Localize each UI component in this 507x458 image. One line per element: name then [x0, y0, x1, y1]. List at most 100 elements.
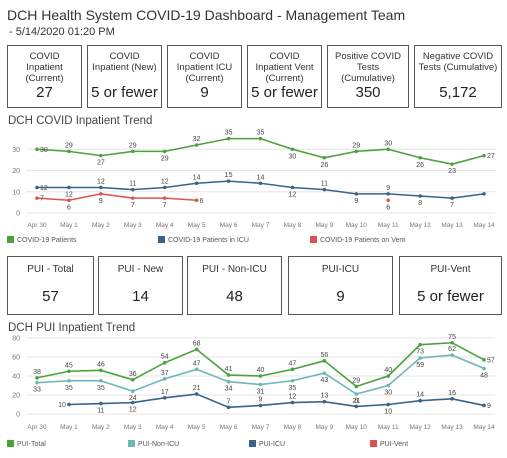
- data-label-covid-19-patients-in-icu: 12: [97, 179, 105, 186]
- kpi-card-pui-vent[interactable]: PUI-Vent 5 or fewer: [399, 256, 502, 315]
- data-point-covid-19-patients-on-vent: [99, 192, 103, 196]
- data-label-pui-total: 54: [161, 354, 169, 361]
- y-tick-label: 20: [12, 168, 20, 175]
- legend-item-pui-total[interactable]: PUI-Total: [7, 440, 46, 448]
- kpi-card-pui-icu[interactable]: PUI-ICU 9: [288, 256, 393, 315]
- data-label-pui-non-icu: 48: [480, 372, 488, 379]
- legend-label: PUI-Non-ICU: [138, 441, 180, 448]
- data-label-covid-19-patients: 35: [257, 130, 265, 137]
- x-tick-label: May 2: [92, 222, 110, 229]
- data-point-pui-icu: [482, 403, 486, 408]
- data-point-pui-non-icu: [386, 383, 391, 388]
- data-label-pui-non-icu: 24: [129, 395, 137, 402]
- legend-label: PUI-Vent: [380, 441, 409, 448]
- kpi-card-pui-non-icu[interactable]: PUI - Non-ICU 48: [187, 256, 282, 315]
- kpi-card-inpatient-icu[interactable]: COVID Inpatient ICU (Current) 9: [167, 45, 242, 108]
- kpi-card-inpatient-vent[interactable]: COVID Inpatient Vent (Current) 5 or fewe…: [247, 45, 322, 108]
- legend-item-pui-icu[interactable]: PUI-ICU: [249, 440, 285, 448]
- x-tick-label: May 4: [156, 424, 174, 431]
- data-point-pui-icu: [226, 405, 231, 410]
- data-point-covid-19-patients: [322, 155, 327, 160]
- data-point-pui-total: [386, 374, 391, 378]
- legend-label: PUI-Total: [17, 441, 46, 448]
- kpi-card-pui-new[interactable]: PUI - New 14: [98, 256, 183, 315]
- data-label-pui-non-icu: 35: [289, 385, 297, 392]
- data-label-pui-total: 46: [97, 361, 105, 368]
- kpi-card-inpatient-current[interactable]: COVID Inpatient (Current) 27: [7, 45, 82, 108]
- data-label-pui-icu: 10: [384, 409, 392, 416]
- kpi-card-pui-total[interactable]: PUI - Total 57: [7, 256, 94, 315]
- data-point-pui-non-icu: [162, 377, 167, 381]
- legend-label: COVID-19 Patients in ICU: [168, 237, 249, 244]
- data-label-pui-icu: 8: [354, 397, 358, 404]
- y-tick-label: 10: [12, 189, 20, 196]
- data-point-covid-19-patients: [130, 149, 135, 154]
- data-label-pui-icu: 11: [97, 408, 104, 415]
- data-point-covid-19-patients: [194, 143, 199, 147]
- data-point-pui-non-icu: [99, 378, 103, 383]
- data-point-covid-19-patients: [450, 162, 454, 166]
- data-point-pui-icu: [130, 400, 135, 405]
- inpatient-trend-title: DCH COVID Inpatient Trend: [8, 115, 153, 127]
- data-point-pui-non-icu: [418, 356, 422, 360]
- data-point-pui-icu: [354, 404, 359, 409]
- legend-label: COVID-19 Patients: [17, 237, 77, 244]
- data-point-covid-19-patients: [35, 147, 39, 152]
- x-tick-label: May 8: [284, 424, 302, 431]
- data-point-pui-icu: [418, 398, 422, 403]
- x-tick-label: May 14: [473, 222, 495, 229]
- kpi-label: PUI-ICU: [321, 264, 360, 275]
- data-label-pui-icu: 12: [289, 394, 297, 401]
- kpi-card-negative-tests[interactable]: Negative COVID Tests (Cumulative) 5,172: [414, 45, 502, 108]
- legend-item-pui-vent[interactable]: PUI-Vent: [370, 440, 408, 448]
- kpi-value: 5 or fewer: [91, 84, 158, 101]
- x-tick-label: May 6: [220, 222, 238, 229]
- data-label-pui-icu: 9: [487, 403, 491, 410]
- data-point-pui-non-icu: [450, 353, 454, 357]
- data-label-covid-19-patients-on-vent: 6: [67, 204, 71, 211]
- y-tick-label: 30: [12, 147, 20, 154]
- data-label-covid-19-patients-in-icu: 12: [65, 192, 73, 199]
- data-label-covid-19-patients-on-vent: 6: [386, 204, 390, 211]
- data-point-pui-non-icu: [130, 389, 135, 393]
- kpi-card-inpatient-new[interactable]: COVID Inpatient (New) 5 or fewer: [87, 45, 162, 108]
- kpi-value: 27: [36, 84, 53, 101]
- data-label-pui-total: 75: [448, 334, 456, 341]
- data-point-pui-total: [194, 347, 199, 352]
- data-label-covid-19-patients: 27: [487, 153, 495, 160]
- data-point-pui-total: [130, 378, 135, 382]
- data-label-covid-19-patients-in-icu: 11: [321, 181, 328, 188]
- series-line-covid-19-patients-on-vent: [36, 193, 197, 202]
- legend-item-covid-19-patients[interactable]: COVID-19 Patients: [7, 236, 77, 244]
- x-tick-label: May 1: [60, 222, 78, 229]
- data-label-pui-total: 40: [384, 367, 392, 374]
- data-label-covid-19-patients: 30: [289, 153, 297, 160]
- x-tick-label: May 11: [378, 222, 399, 229]
- legend-item-covid-19-patients-on-vent[interactable]: COVID-19 Patients on Vent: [310, 236, 405, 244]
- data-point-pui-total: [35, 376, 39, 380]
- data-label-covid-19-patients: 29: [161, 155, 169, 162]
- data-point-covid-19-patients-on-vent: [194, 198, 199, 203]
- legend-label: PUI-ICU: [259, 441, 286, 448]
- kpi-card-positive-tests[interactable]: Positive COVID Tests (Cumulative) 350: [327, 45, 409, 108]
- data-point-pui-non-icu: [226, 379, 231, 384]
- data-point-covid-19-patients: [99, 153, 103, 158]
- data-label-pui-non-icu: 43: [320, 377, 328, 384]
- data-point-covid-19-patients-in-icu: [322, 187, 327, 192]
- data-label-pui-icu: 17: [161, 389, 169, 396]
- data-label-covid-19-patients-in-icu: 9: [386, 185, 390, 192]
- data-point-covid-19-patients-in-icu: [162, 185, 167, 190]
- legend-item-pui-non-icu[interactable]: PUI-Non-ICU: [128, 440, 179, 448]
- kpi-label: PUI - Total: [27, 264, 74, 275]
- x-tick-label: May 1: [60, 424, 78, 431]
- y-tick-label: 0: [16, 412, 20, 419]
- data-point-pui-icu: [450, 397, 454, 401]
- x-tick-label: May 10: [346, 222, 368, 229]
- data-point-pui-total: [354, 384, 359, 389]
- data-label-pui-non-icu: 35: [65, 385, 73, 392]
- data-label-covid-19-patients: 32: [193, 136, 201, 143]
- data-label-pui-total: 56: [320, 352, 328, 359]
- x-tick-label: May 10: [346, 424, 368, 431]
- data-point-covid-19-patients: [418, 155, 422, 160]
- legend-item-covid-19-patients-in-icu[interactable]: COVID-19 Patients in ICU: [158, 236, 249, 244]
